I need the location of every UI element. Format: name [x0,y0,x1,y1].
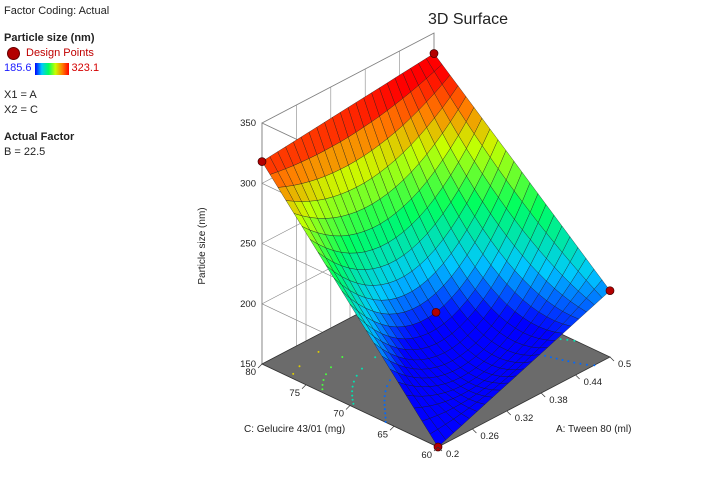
contour-mark [544,354,547,357]
x-tick-label: 0.5 [618,359,631,370]
y-tick-label: 75 [289,388,300,399]
y-tick-label: 70 [333,409,344,420]
contour-mark [383,408,386,411]
y-tick-mark [301,384,307,389]
contour-mark [386,385,388,388]
color-scale-min: 185.6 [4,62,32,74]
contour-mark [292,372,295,375]
contour-mark [321,388,324,391]
axis-ticks: 150 200 250 300 350 0.2 0.26 0.32 0.38 0.44 0.5 60 6… [240,118,631,461]
contour-mark [579,362,582,365]
contour-mark [383,395,386,398]
y-tick-mark [389,426,395,431]
x-tick-mark [609,356,615,362]
contour-mark [351,394,354,397]
x-axis-label: A: Tween 80 (ml) [556,424,631,435]
actual-factor-value: B = 22.5 [4,146,46,158]
y-tick-mark [257,363,263,369]
contour-mark [361,367,363,370]
z-tick-label: 200 [240,299,256,310]
response-surface [261,53,611,448]
x-tick-label: 0.38 [549,395,568,406]
design-point [605,286,615,296]
contour-mark [567,360,570,363]
contour-mark [325,373,327,376]
z-tick-label: 350 [240,118,256,129]
contour-mark [298,365,301,368]
contour-mark [384,420,387,423]
actual-factor-title: Actual Factor [4,131,75,143]
y-tick-mark [345,405,351,410]
contour-mark [389,379,391,382]
z-tick-label: 150 [240,359,256,370]
legend-panel: Factor Coding: Actual Particle size (nm)… [4,4,174,160]
y-tick-label: 65 [377,429,388,440]
surface-patch [429,429,447,448]
y-axis-label: C: Gelucire 43/01 (mg) [244,424,345,435]
x-tick-mark [540,392,546,398]
contour-mark [351,385,354,388]
x-tick-mark [506,410,512,416]
contour-mark [549,356,552,359]
contour-mark [573,361,576,364]
contour-mark [383,403,386,406]
x-tick-label: 0.32 [515,413,534,424]
design-points-legend: Design Points [4,46,174,61]
contour-mark [566,338,569,341]
contour-mark [561,359,564,361]
x2-mapping: X2 = C [4,104,38,116]
contour-mark [355,374,358,377]
contour-mark [330,366,332,369]
contour-mark [374,356,377,359]
contour-mark [317,350,320,353]
contour-mark [341,356,344,358]
y-tick-label: 80 [245,367,256,378]
x-tick-label: 0.2 [446,449,459,460]
x-tick-mark [437,446,443,452]
contour-mark [555,357,558,360]
x-tick-label: 0.26 [480,431,499,442]
z-tick-label: 300 [240,178,256,189]
factor-coding-label: Factor Coding: Actual [4,5,110,17]
contour-mark [321,383,324,386]
contour-mark [559,338,562,341]
contour-mark [322,379,325,381]
contour-mark [384,390,387,393]
design-point [429,49,439,58]
chart-title: 3D Surface [428,11,508,28]
contour-mark [351,398,354,401]
z-tick-label: 250 [240,239,256,250]
x-tick-mark [575,374,580,380]
contour-mark [352,402,355,405]
color-scale-max: 323.1 [71,62,100,74]
contour-mark [383,399,386,402]
x-tick-mark [472,428,477,434]
design-point [431,307,441,317]
contour-mark [585,363,588,366]
contour-mark [352,380,355,383]
contour-mark [573,339,576,342]
contour-mark [593,364,596,367]
contour-mark [351,390,354,393]
design-point [257,157,267,166]
z-axis-label: Particle size (nm) [197,207,208,284]
contour-mark [384,416,387,419]
x1-mapping: X1 = A [4,89,37,101]
design-points-label: Design Points [26,47,94,59]
response-title: Particle size (nm) [4,32,95,44]
design-point-marker-icon [7,47,20,60]
color-scale: 185.6 323.1 [4,61,174,76]
y-tick-label: 60 [421,450,432,461]
color-scale-bar [34,62,69,75]
x-tick-label: 0.44 [584,377,603,388]
contour-mark [384,412,387,415]
y-tick-mark [433,446,439,452]
